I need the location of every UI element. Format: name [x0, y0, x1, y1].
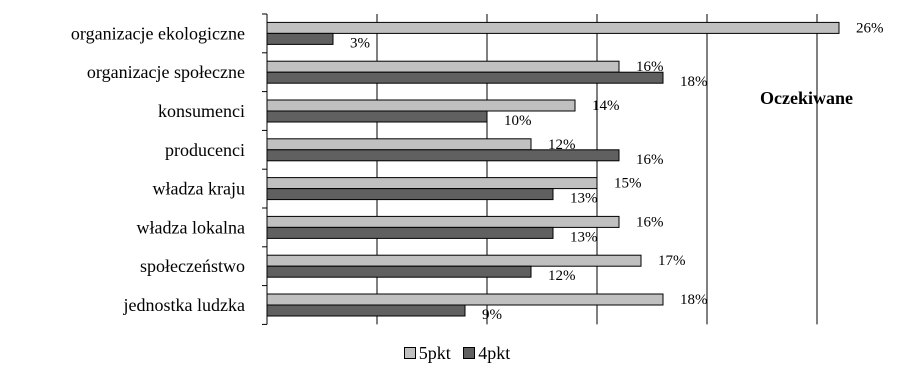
category-label: władza kraju	[153, 179, 245, 199]
category-labels: organizacje ekologiczne organizacje społe…	[71, 23, 245, 315]
data-label-5pkt: 15%	[614, 176, 642, 192]
category-label: społeczeństwo	[140, 256, 245, 276]
data-label-5pkt: 18%	[680, 292, 708, 308]
data-label-4pkt: 13%	[570, 229, 598, 245]
data-labels: 26% 3% 16% 18% 14% 10% 12% 16% 15% 13% 16% 13% 17% 12…	[350, 20, 884, 323]
bar-4pkt	[266, 32, 334, 45]
category-label: organizacje ekologiczne	[71, 23, 245, 43]
chart-title: Oczekiwane	[760, 88, 853, 108]
bar-5pkt	[266, 99, 576, 112]
data-label-5pkt: 12%	[548, 137, 576, 153]
bar-5pkt	[266, 215, 620, 228]
data-label-5pkt: 16%	[636, 59, 664, 75]
data-label-4pkt: 12%	[548, 268, 576, 284]
data-label-5pkt: 26%	[856, 20, 884, 36]
data-label-4pkt: 16%	[636, 152, 664, 168]
data-label-5pkt: 14%	[592, 98, 620, 114]
bar-4pkt	[266, 226, 554, 239]
bars	[266, 21, 840, 317]
bar-5pkt	[266, 60, 620, 73]
category-label: producenci	[165, 140, 245, 160]
bar-5pkt	[266, 21, 840, 34]
data-label-5pkt: 17%	[658, 253, 686, 269]
legend-item-4pkt: 4pkt	[463, 343, 510, 363]
legend-swatch-4pkt	[463, 346, 476, 359]
category-label: konsumenci	[158, 101, 245, 121]
bar-4pkt	[266, 110, 488, 123]
bar-5pkt	[266, 293, 664, 306]
bar-4pkt	[266, 265, 532, 278]
legend-label-5pkt: 5pkt	[418, 343, 451, 363]
data-label-4pkt: 18%	[680, 74, 708, 90]
data-label-4pkt: 13%	[570, 191, 598, 207]
bar-4pkt	[266, 188, 554, 201]
category-label: organizacje społeczne	[87, 62, 245, 82]
bar-4pkt	[266, 304, 466, 317]
bar-chart: organizacje ekologiczne organizacje społe…	[71, 13, 884, 325]
legend-item-5pkt: 5pkt	[403, 343, 451, 363]
category-label: władza lokalna	[137, 217, 245, 237]
legend-label-4pkt: 4pkt	[478, 343, 511, 363]
legend: 5pkt 4pkt	[0, 343, 914, 363]
bar-4pkt	[266, 71, 664, 84]
data-label-5pkt: 16%	[636, 214, 664, 230]
data-label-4pkt: 9%	[482, 307, 502, 323]
gridlines	[376, 14, 818, 325]
bar-5pkt	[266, 177, 598, 190]
bar-5pkt	[266, 138, 532, 151]
data-label-4pkt: 10%	[504, 113, 532, 129]
legend-swatch-5pkt	[403, 346, 416, 359]
bar-5pkt	[266, 254, 642, 267]
category-label: jednostka ludzka	[123, 295, 245, 315]
category-axis	[262, 13, 268, 325]
data-label-4pkt: 3%	[350, 35, 370, 51]
